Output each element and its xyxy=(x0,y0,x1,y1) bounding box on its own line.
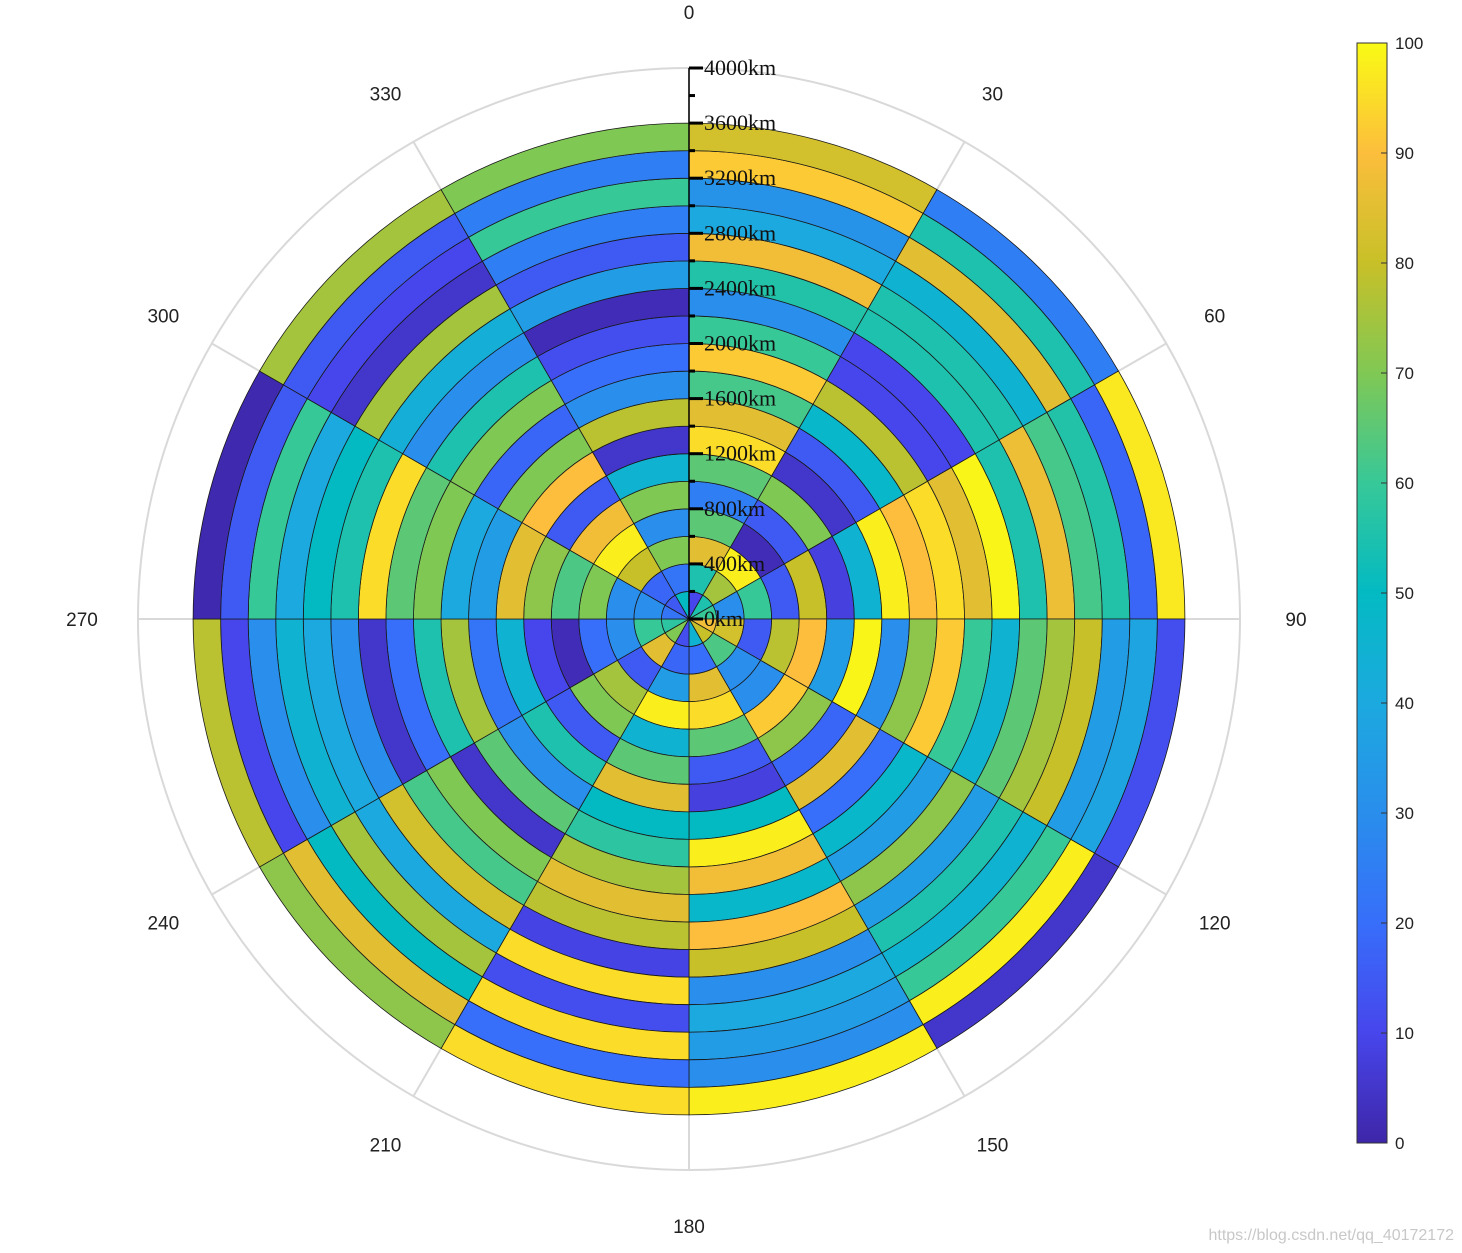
colorbar-tick-label: 20 xyxy=(1395,914,1414,933)
radial-tick-label: 0km xyxy=(704,606,743,631)
colorbar-tick-label: 40 xyxy=(1395,694,1414,713)
watermark-text: https://blog.csdn.net/qq_40172172 xyxy=(1208,1227,1454,1244)
colorbar-tick-label: 0 xyxy=(1395,1134,1404,1153)
radial-tick-label: 400km xyxy=(704,551,765,576)
colorbar-tick-label: 30 xyxy=(1395,804,1414,823)
colorbar-tick-label: 80 xyxy=(1395,254,1414,273)
radial-tick-label: 1200km xyxy=(704,441,776,466)
angle-tick-label: 0 xyxy=(684,3,695,24)
colorbar-tick-label: 50 xyxy=(1395,584,1414,603)
radial-tick-label: 3200km xyxy=(704,165,776,190)
angle-tick-label: 300 xyxy=(147,307,179,328)
colorbar-tick-label: 100 xyxy=(1395,34,1423,53)
angle-tick-label: 180 xyxy=(673,1217,705,1238)
angle-tick-label: 210 xyxy=(370,1136,402,1157)
angle-tick-label: 90 xyxy=(1285,610,1306,631)
angle-tick-label: 120 xyxy=(1199,914,1231,935)
radial-tick-label: 2000km xyxy=(704,331,776,356)
angle-tick-label: 330 xyxy=(370,84,402,105)
colorbar-tick-label: 60 xyxy=(1395,474,1414,493)
radial-tick-label: 1600km xyxy=(704,386,776,411)
radial-tick-label: 3600km xyxy=(704,110,776,135)
angle-tick-label: 240 xyxy=(147,914,179,935)
radial-tick-label: 800km xyxy=(704,496,765,521)
radial-tick-label: 2400km xyxy=(704,275,776,300)
angle-tick-label: 30 xyxy=(982,84,1003,105)
angle-tick-label: 60 xyxy=(1204,307,1225,328)
colorbar-tick-label: 70 xyxy=(1395,364,1414,383)
radial-tick-label: 4000km xyxy=(704,55,776,80)
angle-tick-label: 150 xyxy=(977,1136,1009,1157)
colorbar-tick-label: 90 xyxy=(1395,144,1414,163)
angle-tick-label: 270 xyxy=(66,610,98,631)
radial-tick-label: 2800km xyxy=(704,220,776,245)
colorbar-tick-label: 10 xyxy=(1395,1024,1414,1043)
